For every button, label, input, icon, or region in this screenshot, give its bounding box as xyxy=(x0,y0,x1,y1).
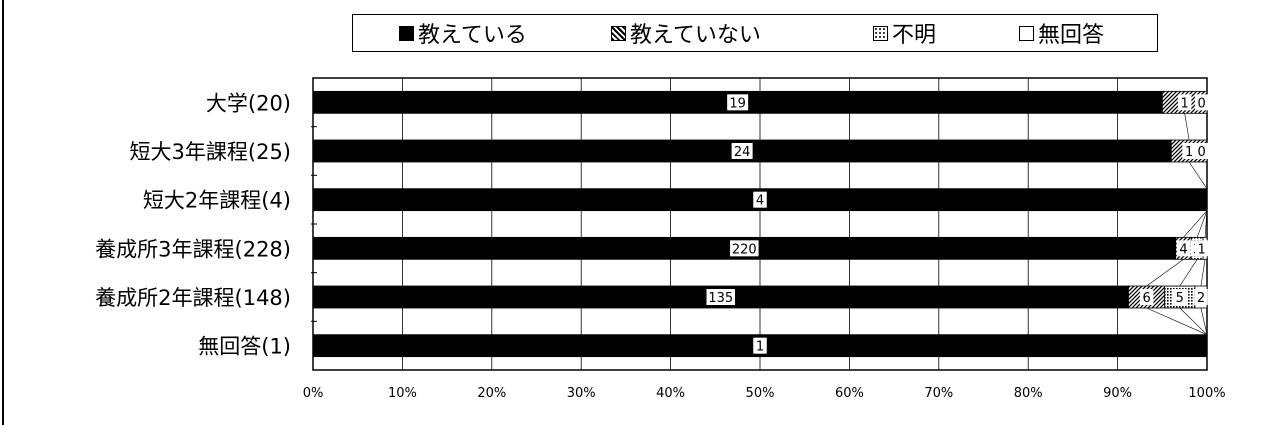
series-line xyxy=(1200,307,1208,335)
x-tick-label: 50% xyxy=(746,386,775,401)
category-label: 養成所3年課程(228) xyxy=(95,237,291,261)
x-tick-label: 20% xyxy=(477,386,506,401)
data-label: 4 xyxy=(1179,242,1187,257)
x-tick-label: 30% xyxy=(567,386,596,401)
series-line xyxy=(1146,307,1208,335)
legend-item-teaching: 教えている xyxy=(399,15,527,51)
series-line xyxy=(1179,307,1208,335)
series-line xyxy=(1184,113,1190,141)
data-label-bg xyxy=(1176,240,1191,257)
series-line xyxy=(1188,161,1208,189)
x-tick-label: 90% xyxy=(1103,386,1132,401)
legend-swatch-dots xyxy=(873,25,888,41)
data-label: 1 xyxy=(1185,145,1193,160)
series-line xyxy=(1146,259,1184,287)
data-label: 4 xyxy=(756,194,764,209)
x-tick-label: 60% xyxy=(835,386,864,401)
data-label-bg xyxy=(753,337,767,354)
x-tick-label: 0% xyxy=(303,386,324,401)
data-label: 24 xyxy=(734,145,751,160)
legend-item-no-answer: 無回答 xyxy=(1019,15,1104,51)
category-label: 短大2年課程(4) xyxy=(143,189,291,213)
data-label: 1 xyxy=(1197,242,1205,257)
x-tick-label: 100% xyxy=(1188,386,1225,401)
legend-label: 無回答 xyxy=(1038,23,1105,48)
series-line xyxy=(1200,259,1206,287)
data-label: 2 xyxy=(1197,291,1205,306)
data-label-bg xyxy=(1139,289,1154,305)
category-label: 養成所2年課程(148) xyxy=(95,286,291,310)
data-label-bg xyxy=(1177,94,1192,111)
x-tick-label: 10% xyxy=(388,386,417,401)
x-tick-label: 70% xyxy=(924,386,953,401)
data-label-bg xyxy=(753,191,767,208)
data-label-bg xyxy=(1194,143,1209,159)
series-line xyxy=(1183,210,1208,238)
data-label-bg xyxy=(731,143,753,159)
data-label: 1 xyxy=(1181,96,1189,111)
category-label: 大学(20) xyxy=(206,91,291,115)
data-label-bg xyxy=(1194,94,1209,111)
category-label: 無回答(1) xyxy=(198,335,291,359)
data-label-bg xyxy=(730,240,759,257)
legend-label: 不明 xyxy=(892,23,937,48)
chart-legend: 教えている 教えていない 不明 無回答 xyxy=(352,14,1158,52)
series-line xyxy=(1196,210,1208,238)
data-label-bg xyxy=(1194,240,1209,257)
legend-label: 教えていない xyxy=(630,23,761,48)
series-line xyxy=(1179,259,1198,287)
legend-item-not-teaching: 教えていない xyxy=(611,15,761,51)
data-label-bg xyxy=(1173,289,1187,305)
left-frame-line xyxy=(2,0,4,425)
data-label: 6 xyxy=(1142,291,1150,306)
data-label: 1 xyxy=(756,340,764,355)
data-label: 0 xyxy=(1197,96,1205,111)
legend-item-unknown: 不明 xyxy=(873,15,936,51)
legend-swatch-hatch xyxy=(611,25,626,41)
data-label-bg xyxy=(706,289,735,305)
data-label: 135 xyxy=(708,291,733,306)
category-label: 短大3年課程(25) xyxy=(130,140,291,164)
series-line xyxy=(1204,210,1208,238)
x-tick-label: 40% xyxy=(656,386,685,401)
data-label: 220 xyxy=(732,242,757,257)
data-label-bg xyxy=(727,94,749,111)
legend-label: 教えている xyxy=(418,23,527,48)
data-label-bg xyxy=(1194,289,1208,305)
data-label: 5 xyxy=(1176,291,1184,306)
data-label: 19 xyxy=(729,96,746,111)
data-label-bg xyxy=(1182,143,1196,159)
legend-swatch-solid xyxy=(399,25,414,41)
legend-swatch-empty xyxy=(1019,25,1034,41)
data-label: 0 xyxy=(1197,145,1205,160)
x-tick-label: 80% xyxy=(1014,386,1043,401)
